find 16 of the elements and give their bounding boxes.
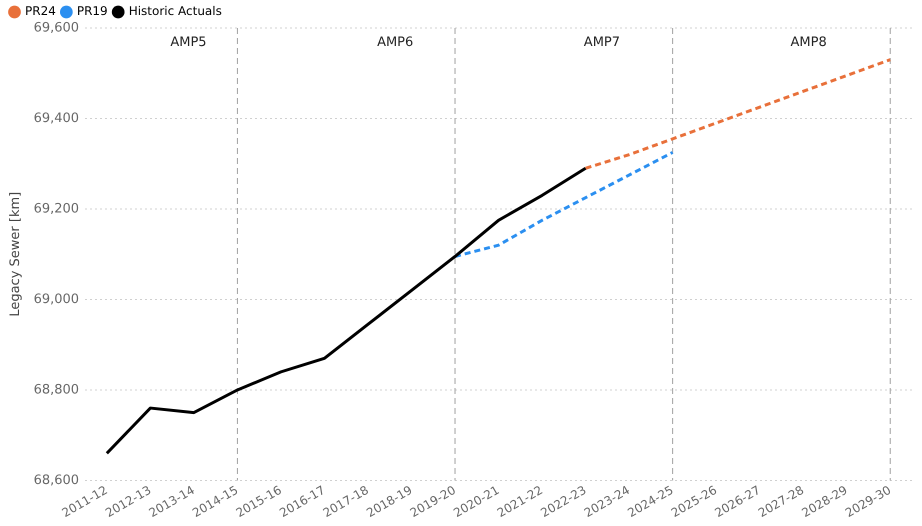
y-tick-label: 68,600 [34,472,80,488]
line-series [584,58,892,170]
annotation: AMP8 [790,34,827,50]
legend-label: PR19 [76,4,108,18]
line-series [454,150,674,258]
y-tick-label: 68,800 [34,382,80,398]
y-tick-label: 69,600 [34,20,80,36]
y-tick-label: 69,400 [34,110,80,126]
annotation: AMP6 [377,34,414,50]
y-axis-title: Legacy Sewer [km] [8,192,24,317]
y-tick-label: 69,200 [34,201,80,216]
annotation: AMP5 [170,34,207,50]
annotation: AMP7 [584,34,620,50]
legend-label: Historic Actuals [128,4,222,18]
legend-label: PR24 [25,4,56,18]
y-tick-label: 69,000 [34,292,80,307]
